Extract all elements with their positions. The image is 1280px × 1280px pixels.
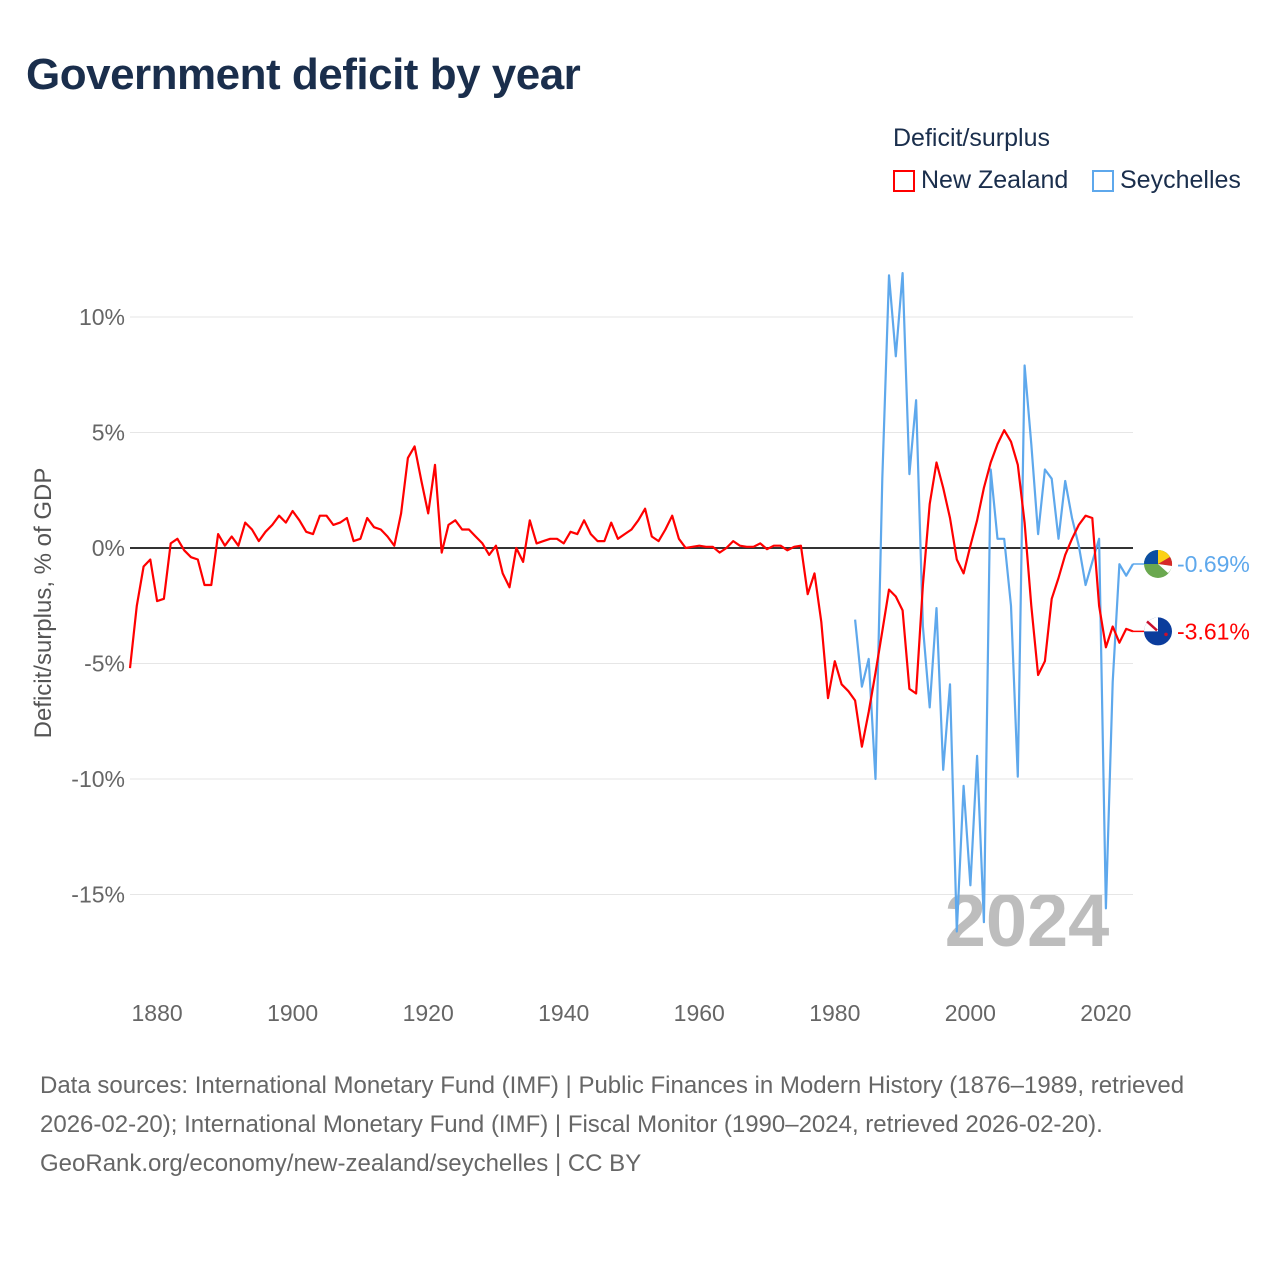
x-tick-label: 1880 [132,1000,183,1026]
x-tick-label: 1920 [403,1000,454,1026]
flag-part [1158,556,1173,566]
credit-link[interactable]: GeoRank.org/economy/new-zealand/seychell… [40,1150,642,1177]
y-tick-label: 10% [79,304,125,330]
page-title: Government deficit by year [26,50,581,99]
flag-icon-new-zealand [1144,617,1172,646]
flag-part [1158,549,1170,564]
x-tick-label: 1980 [809,1000,860,1026]
legend-item-seychelles[interactable]: Seychelles [1092,166,1241,195]
legend-swatch-seychelles [1092,169,1114,192]
legend-label: New Zealand [921,166,1069,194]
y-tick-label: 0% [92,535,125,561]
y-tick-label: 5% [92,420,125,446]
y-tick-label: -5% [84,651,125,677]
legend-item-new-zealand[interactable]: New Zealand [893,166,1068,195]
flag-part [1144,549,1158,564]
footer: Data sources: International Monetary Fun… [40,1066,1240,1183]
legend-swatch-new-zealand [893,169,915,192]
end-value-label: -3.61% [1177,618,1250,644]
y-tick-label: -15% [71,882,125,908]
x-tick-label: 2020 [1080,1000,1131,1026]
series-line-seychelles [854,272,1134,933]
end-value-label: -0.69% [1177,551,1250,577]
series-line-new-zealand [128,429,1134,748]
y-axis-label: Deficit/surplus, % of GDP [30,468,57,739]
flag-icon-seychelles [1144,549,1173,578]
x-tick-label: 2000 [945,1000,996,1026]
y-tick-label: -10% [71,766,125,792]
x-tick-label: 1900 [267,1000,318,1026]
x-tick-label: 1940 [538,1000,589,1026]
legend-label: Seychelles [1120,166,1241,194]
x-tick-label: 1960 [674,1000,725,1026]
flag-part [1146,620,1158,632]
legend-title: Deficit/surplus [893,124,1050,152]
flag-part [1164,632,1168,637]
data-sources: Data sources: International Monetary Fun… [40,1072,1185,1138]
year-label: 2024 [945,879,1110,962]
flag-part [1158,563,1172,573]
